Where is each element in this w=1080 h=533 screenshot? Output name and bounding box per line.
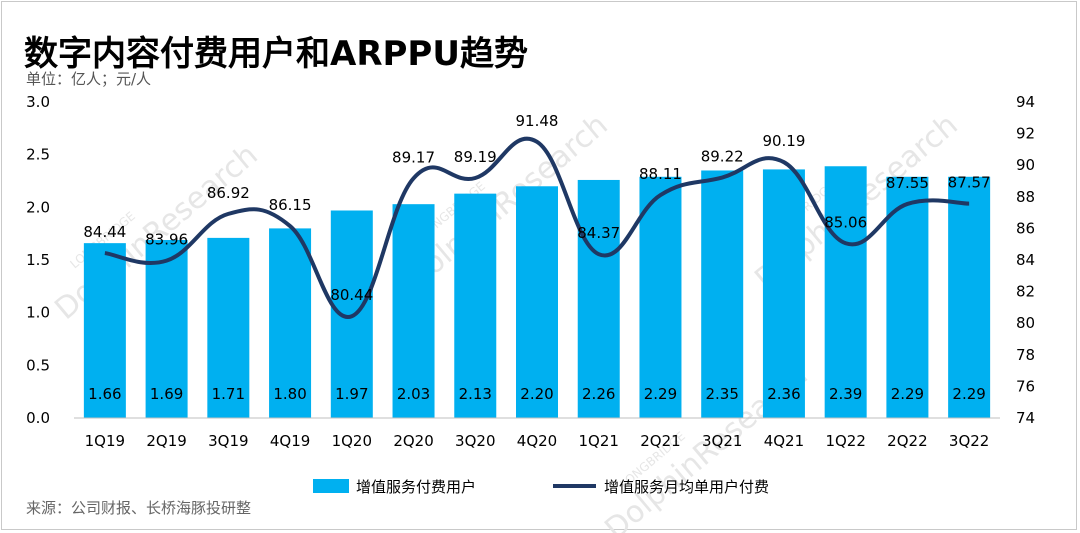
bar-value-label: 2.29 — [952, 385, 985, 403]
line-value-label: 87.55 — [886, 174, 929, 192]
bar — [577, 179, 620, 418]
bar — [516, 186, 558, 418]
chart-title: 数字内容付费用户和ARPPU趋势 — [24, 34, 528, 74]
bar — [886, 176, 929, 418]
line-value-label: 85.06 — [824, 213, 867, 231]
x-tick-label: 2Q22 — [887, 432, 927, 450]
line-value-label: 84.37 — [577, 224, 620, 242]
y-right-tick-label: 84 — [1016, 251, 1035, 269]
x-tick-label: 3Q22 — [949, 432, 989, 450]
bar-value-label: 2.03 — [397, 385, 430, 403]
legend-bar-label: 增值服务付费用户 — [356, 478, 476, 496]
bar-value-label: 2.29 — [644, 385, 677, 403]
bar-value-label: 2.36 — [767, 385, 800, 403]
bar — [762, 169, 805, 418]
x-tick-label: 4Q19 — [270, 432, 310, 450]
x-tick-label: 2Q21 — [640, 432, 680, 450]
bar-value-label: 1.69 — [150, 385, 183, 403]
x-tick-label: 3Q21 — [702, 432, 742, 450]
line-series — [104, 136, 970, 319]
bar-value-label: 1.80 — [273, 385, 306, 403]
line-value-label: 89.17 — [392, 148, 435, 166]
y-right-tick-label: 90 — [1016, 156, 1035, 174]
y-right-tick-label: 80 — [1016, 314, 1035, 332]
x-tick-label: 2Q20 — [393, 432, 433, 450]
y-left-tick-label: 2.0 — [26, 198, 50, 216]
bar — [639, 176, 682, 418]
line-value-label: 86.92 — [207, 184, 250, 202]
bar-value-label: 2.26 — [582, 385, 615, 403]
y-left-tick-label: 1.5 — [26, 251, 50, 269]
x-tick-label: 1Q21 — [579, 432, 619, 450]
bar — [948, 176, 991, 418]
y-right-tick-label: 74 — [1016, 409, 1035, 427]
bar-value-label: 1.97 — [335, 385, 368, 403]
bar — [454, 193, 497, 418]
x-tick-label: 1Q19 — [85, 432, 125, 450]
y-left-tick-label: 1.0 — [26, 304, 50, 322]
source-note: 来源：公司财报、长桥海豚投研整 — [26, 499, 252, 517]
y-left-tick-label: 2.5 — [26, 146, 50, 164]
y-right-tick-label: 78 — [1016, 346, 1035, 364]
unit-label: 单位：亿人；元/人 — [26, 70, 152, 88]
bar — [145, 239, 188, 418]
legend: 增值服务付费用户 增值服务月均单用户付费 — [313, 478, 769, 496]
legend-line-label: 增值服务月均单用户付费 — [604, 478, 769, 496]
bar — [269, 228, 312, 418]
y-left-tick-label: 3.0 — [26, 93, 50, 111]
bar-series — [83, 166, 991, 418]
x-tick-label: 4Q21 — [764, 432, 804, 450]
bar-value-label: 2.20 — [520, 385, 553, 403]
y-left-tick-label: 0.0 — [26, 409, 50, 427]
bar — [392, 204, 435, 418]
line-value-label: 88.11 — [639, 165, 682, 183]
bar-value-label: 2.13 — [459, 385, 492, 403]
y-left-tick-label: 0.5 — [26, 356, 50, 374]
bar — [824, 166, 867, 418]
arppu-line — [104, 136, 970, 319]
line-value-label: 83.96 — [145, 231, 188, 249]
bar-value-label: 2.29 — [891, 385, 924, 403]
bar — [83, 243, 126, 418]
bar-value-label: 2.39 — [829, 385, 862, 403]
x-tick-label: 1Q20 — [332, 432, 372, 450]
legend-bar-swatch — [313, 479, 349, 493]
line-value-label: 89.19 — [454, 148, 497, 166]
line-value-label: 89.22 — [701, 148, 744, 166]
line-value-label: 91.48 — [516, 112, 559, 130]
x-tick-label: 3Q19 — [208, 432, 248, 450]
line-value-label: 80.44 — [330, 286, 373, 304]
line-value-label: 86.15 — [269, 196, 312, 214]
x-tick-label: 4Q20 — [517, 432, 557, 450]
bar-value-label: 1.66 — [88, 385, 121, 403]
y-right-tick-label: 82 — [1016, 283, 1035, 301]
y-right-tick-label: 86 — [1016, 219, 1035, 237]
y-right-tick-label: 94 — [1016, 93, 1035, 111]
x-tick-label: 3Q20 — [455, 432, 495, 450]
line-value-label: 84.44 — [83, 223, 126, 241]
y-right-tick-label: 92 — [1016, 125, 1035, 143]
y-right-tick-label: 76 — [1016, 377, 1035, 395]
bar — [701, 170, 744, 418]
bar-value-label: 1.71 — [212, 385, 245, 403]
x-tick-label: 1Q22 — [825, 432, 865, 450]
bar-value-label: 2.35 — [705, 385, 738, 403]
line-value-label: 90.19 — [762, 132, 805, 150]
x-tick-label: 2Q19 — [146, 432, 186, 450]
axes: 0.0 0.5 1.0 1.5 2.0 2.5 3.0 74 76 78 80 82 84 86 88 90 9… — [26, 93, 1035, 450]
y-right-tick-label: 88 — [1016, 188, 1035, 206]
bar — [207, 237, 250, 418]
data-labels: 1.66 1.69 1.71 1.80 1.97 2.03 2.13 2.20 2.26 2.29… — [83, 112, 990, 403]
line-value-label: 87.57 — [948, 174, 991, 192]
